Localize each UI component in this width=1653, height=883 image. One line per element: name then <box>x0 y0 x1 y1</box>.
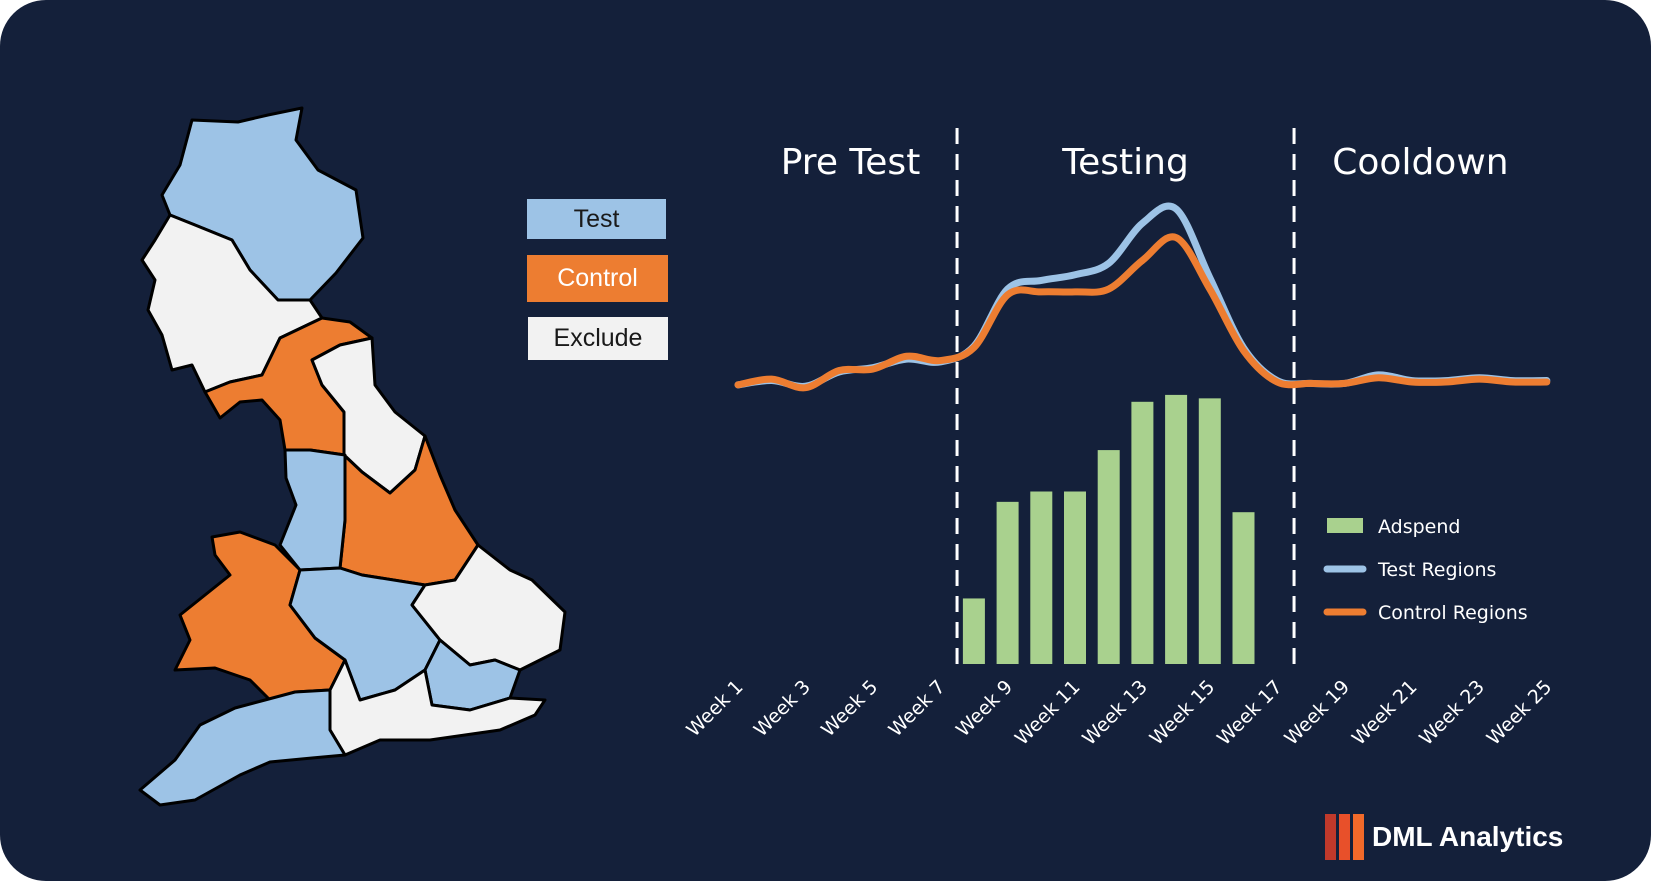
x-tick-label: Week 25 <box>1483 676 1557 750</box>
legend-exclude-label: Exclude <box>553 324 643 352</box>
legend-label: Test Regions <box>1377 559 1496 581</box>
region-north-scotland[interactable] <box>160 106 365 302</box>
brand-bar <box>1339 814 1350 860</box>
chart-legend: Adspend Test Regions Control Regions <box>1323 516 1528 624</box>
adspend-bar <box>996 501 1019 664</box>
region-south-west[interactable] <box>138 688 347 807</box>
adspend-bar <box>1064 491 1086 664</box>
uk-map <box>138 106 567 807</box>
x-tick-label: Week 17 <box>1213 676 1287 750</box>
legend-test-label: Test <box>573 204 620 233</box>
x-tick-label: Week 5 <box>817 676 882 741</box>
x-tick-label: Week 13 <box>1078 676 1152 750</box>
line-test-regions <box>734 202 1551 390</box>
x-tick-label: Week 21 <box>1348 676 1422 750</box>
adspend-bar <box>1165 394 1188 664</box>
phase-labels: Pre Test Testing Cooldown <box>781 142 1509 183</box>
legend-exclude: Exclude <box>528 317 668 360</box>
adspend-bars <box>962 394 1255 664</box>
brand-icon <box>1325 814 1364 860</box>
adspend-bar <box>1097 450 1120 664</box>
x-tick-label: Week 3 <box>750 676 815 741</box>
x-tick-label: Week 15 <box>1146 676 1220 750</box>
legend-label: Adspend <box>1378 516 1460 538</box>
chart-area: Pre Test Testing Cooldown Week 1 Week 3 Week… <box>682 128 1556 750</box>
brand-bar <box>1325 814 1336 860</box>
x-tick-label: Week 19 <box>1280 676 1354 750</box>
legend-test: Test <box>527 199 666 239</box>
phase-label: Testing <box>1061 142 1189 183</box>
x-tick-label: Week 7 <box>885 676 950 741</box>
legend-control: Control <box>527 255 668 302</box>
adspend-bar <box>1131 401 1154 664</box>
brand-name: DML Analytics <box>1372 821 1564 852</box>
brand-logo: DML Analytics <box>1325 814 1563 860</box>
adspend-bar <box>962 598 985 664</box>
legend-control-label: Control <box>557 264 638 292</box>
phase-label: Pre Test <box>781 142 921 183</box>
legend-label: Control Regions <box>1378 602 1528 624</box>
adspend-bar <box>1030 491 1053 664</box>
x-tick-label: Week 11 <box>1011 676 1085 750</box>
x-tick-label: Week 23 <box>1415 676 1489 750</box>
adspend-bar <box>1198 398 1221 664</box>
x-tick-label: Week 1 <box>682 676 747 741</box>
adspend-bar <box>1232 512 1255 664</box>
phase-dividers <box>955 128 1296 664</box>
brand-bar <box>1353 814 1364 860</box>
x-tick-label: Week 9 <box>952 676 1017 741</box>
phase-label: Cooldown <box>1332 142 1508 183</box>
line-control-regions <box>734 233 1551 392</box>
region-lancashire[interactable] <box>278 448 347 572</box>
legend-swatch-adspend <box>1327 518 1363 533</box>
